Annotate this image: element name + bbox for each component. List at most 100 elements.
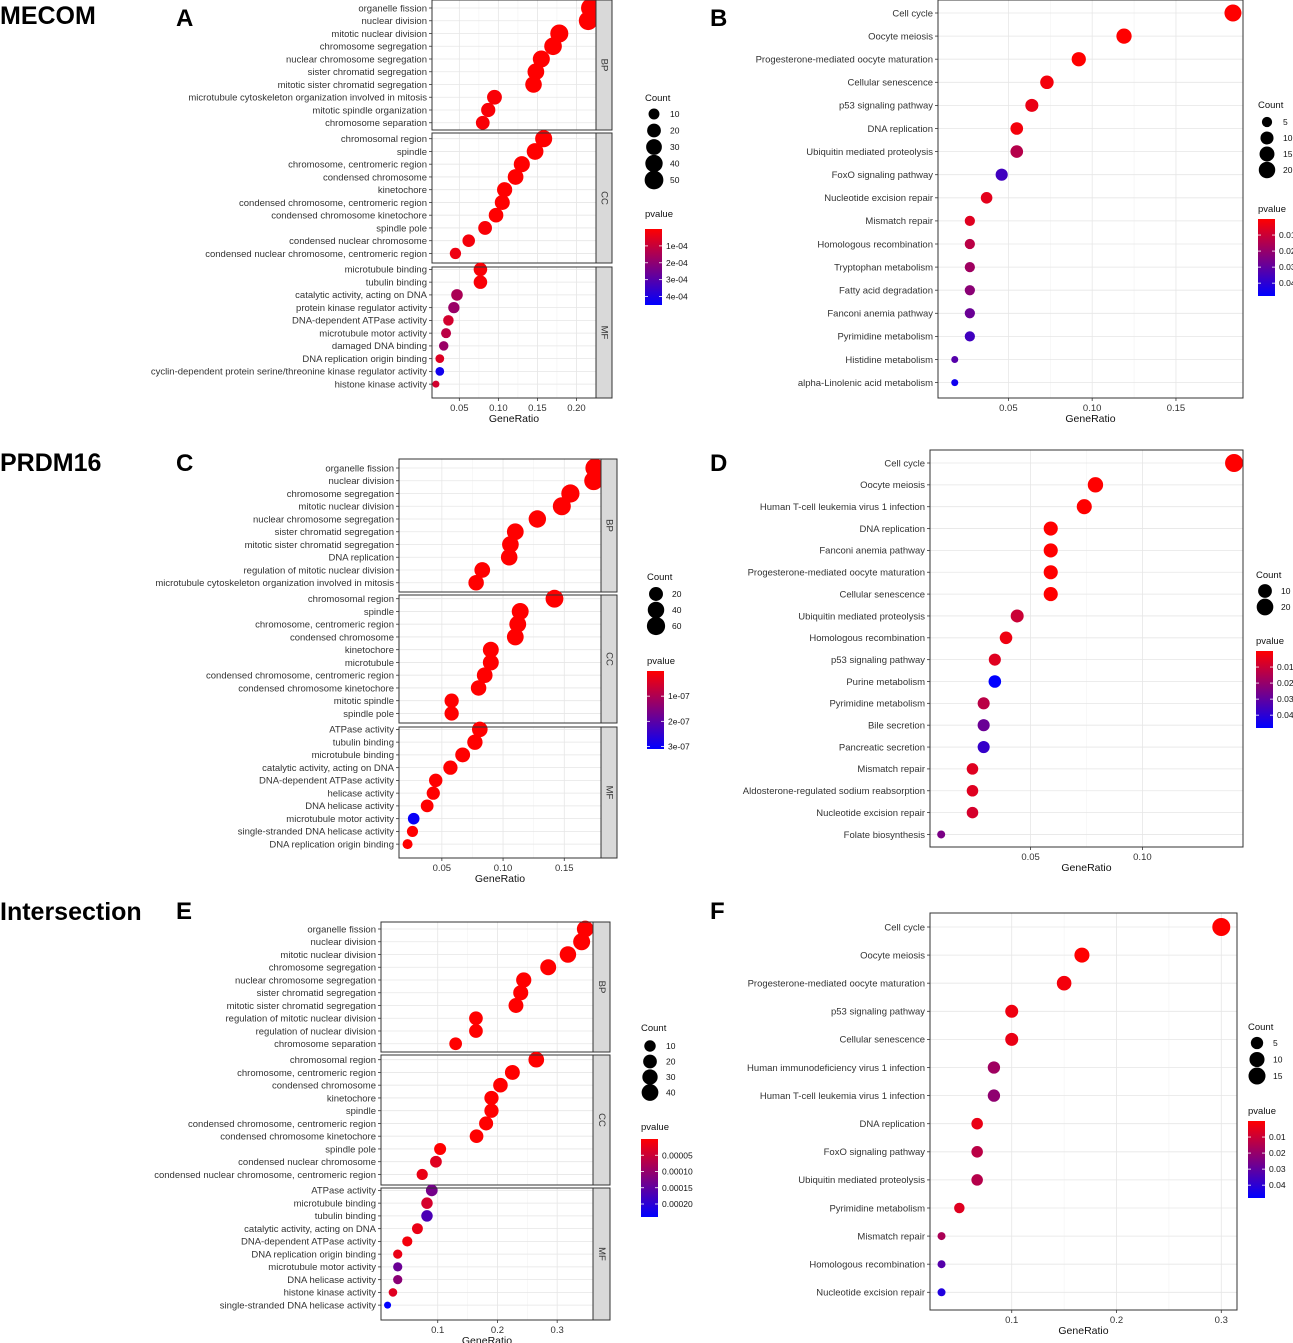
term-label: Homologous recombination <box>817 239 933 250</box>
panel-border <box>929 449 1244 848</box>
term-label: p53 signaling pathway <box>839 101 933 112</box>
term-label: Fatty acid degradation <box>839 286 933 297</box>
term-label: condensed chromosome <box>290 632 394 643</box>
term-label: nuclear division <box>329 476 394 487</box>
term-dot <box>964 331 975 342</box>
term-label: regulation of mitotic nuclear division <box>226 1014 377 1025</box>
legend-size-label: 40 <box>666 1088 676 1098</box>
term-dot <box>406 825 419 837</box>
term-label: tubulin binding <box>333 737 394 748</box>
term-label: single-stranded DNA helicase activity <box>238 827 395 838</box>
term-dot <box>476 667 493 684</box>
term-dot <box>964 285 975 296</box>
term-label: Tryptophan metabolism <box>834 262 933 273</box>
term-dot <box>977 697 990 710</box>
term-label: condensed chromosome <box>323 172 427 183</box>
plot-background <box>432 267 596 398</box>
term-dot <box>448 302 460 314</box>
term-label: Pyrimidine metabolism <box>829 1203 925 1214</box>
legend-count-title: Count <box>647 572 673 583</box>
legend-size-dot <box>1250 1036 1264 1050</box>
term-label: mitotic spindle <box>334 696 394 707</box>
term-dot <box>441 328 452 339</box>
term-dot <box>426 786 440 800</box>
facet-all: Cell cycle Oocyte meiosis Progesterone-med… <box>756 0 1244 399</box>
term-label: Mismatch repair <box>857 1231 925 1242</box>
term-label: catalytic activity, acting on DNA <box>262 763 394 774</box>
term-label: condensed nuclear chromosome <box>289 236 427 247</box>
legend-colorbar <box>1248 1121 1265 1198</box>
legend-colorbar-label: 0.01 <box>1279 230 1293 240</box>
term-label: spindle <box>346 1106 376 1117</box>
term-dot <box>964 261 975 273</box>
x-tick-label: 0.1 <box>1005 1315 1018 1326</box>
term-label: Ubiquitin mediated proteolysis <box>798 611 925 622</box>
legend-size-label: 5 <box>1273 1038 1278 1048</box>
legend-size-dot <box>1256 598 1274 616</box>
x-tick-label: 0.15 <box>1167 403 1186 414</box>
term-dot <box>455 747 471 763</box>
x-tick-label: 0.05 <box>999 403 1018 414</box>
term-label: spindle <box>364 607 394 618</box>
x-tick-label: 0.3 <box>551 1325 564 1336</box>
term-dot <box>937 1260 946 1269</box>
term-dot <box>421 1197 433 1209</box>
term-label: Bile secretion <box>868 721 925 732</box>
term-dot <box>1116 28 1132 44</box>
term-label: organelle fission <box>307 924 376 935</box>
legend-pvalue-title: pvalue <box>1258 204 1286 215</box>
term-label: histone kinase activity <box>335 379 428 390</box>
x-tick-label: 0.05 <box>433 863 452 874</box>
term-label: spindle pole <box>376 223 427 234</box>
facet-bp: organelle fission nuclear division chromos… <box>155 458 618 593</box>
facet-strip-label: BP <box>596 981 607 994</box>
legend-count-title: Count <box>1256 570 1282 581</box>
term-dot <box>540 959 557 976</box>
legend-size-label: 50 <box>670 175 680 185</box>
legend-size-dot <box>1258 584 1272 598</box>
legend-size-dot <box>642 1069 658 1085</box>
legend-size-label: 10 <box>666 1041 676 1051</box>
plot-background <box>432 0 596 130</box>
term-label: microtubule <box>345 658 394 669</box>
legend-colorbar-label: 0.02 <box>1269 1148 1286 1158</box>
plot-background <box>399 595 601 723</box>
term-dot <box>525 76 542 93</box>
term-dot <box>430 1155 442 1168</box>
term-dot <box>407 812 420 825</box>
term-label: Histidine metabolism <box>845 355 933 366</box>
term-dot <box>527 63 545 81</box>
term-dot <box>1025 98 1039 112</box>
term-label: FoxO signaling pathway <box>824 1147 926 1158</box>
term-dot <box>964 238 975 250</box>
x-tick-label: 0.2 <box>1110 1315 1123 1326</box>
legend-colorbar <box>641 1139 658 1217</box>
x-tick-label: 0.3 <box>1215 1315 1228 1326</box>
legend-size-dot <box>647 123 661 138</box>
legend-colorbar-label: 0.01 <box>1277 662 1293 672</box>
term-dot <box>449 247 462 260</box>
legend-size-dot <box>1249 1051 1265 1068</box>
term-label: microtubule binding <box>312 750 394 761</box>
term-label: Cell cycle <box>884 458 925 469</box>
term-label: sister chromatid segregation <box>257 988 376 999</box>
term-label: condensed chromosome kinetochore <box>238 683 394 694</box>
legend-size-label: 20 <box>666 1057 676 1067</box>
facet-cc: chromosomal region spindle chromosome, cen… <box>205 130 613 264</box>
row-label-prdm16: PRDM16 <box>0 449 101 477</box>
term-label: Human T-cell leukemia virus 1 infection <box>760 502 925 513</box>
term-dot <box>402 839 413 850</box>
term-dot <box>444 693 459 708</box>
term-dot <box>1224 4 1242 22</box>
term-dot <box>393 1275 403 1285</box>
term-label: Homologous recombination <box>809 633 925 644</box>
term-label: damaged DNA binding <box>332 341 427 352</box>
term-label: spindle pole <box>325 1144 376 1155</box>
legend-colorbar-label: 1e-07 <box>668 691 690 701</box>
legend-count-title: Count <box>1258 100 1284 111</box>
term-dot <box>393 1249 403 1259</box>
term-dot <box>937 830 946 839</box>
term-dot <box>532 50 550 68</box>
